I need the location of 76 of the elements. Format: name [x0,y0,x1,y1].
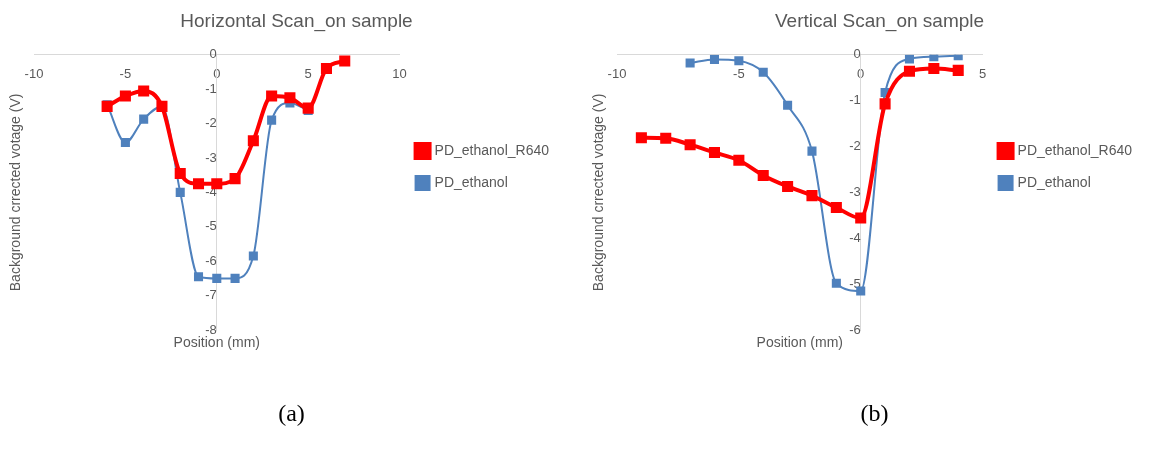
point [734,56,744,66]
point [758,67,768,77]
y-tick-label: 0 [853,46,861,62]
x-tick-label: 10 [392,66,407,82]
point [806,190,818,202]
y-tick-label: 0 [209,46,217,62]
point [320,63,332,75]
point [709,54,720,64]
point [248,251,258,261]
x-tick-label: -5 [119,66,132,82]
point [212,273,222,283]
point [708,146,721,159]
x-axis-title: Position (mm) [756,333,843,350]
point [953,54,963,61]
point [175,187,185,197]
point [174,167,186,180]
legend-label: PD_ethanol_R640 [434,141,550,158]
chart-title: Horizontal Scan_on sample [180,9,413,32]
legend-label: PD_ethanol [1017,173,1091,190]
legend-label: PD_ethanol [434,173,508,190]
point [855,212,867,224]
point [685,58,695,68]
point [193,272,204,282]
point [660,132,672,144]
point [284,92,296,104]
point [830,202,842,214]
point [229,173,241,185]
point [757,169,769,181]
point [807,146,817,156]
x-tick-label: -5 [733,66,745,82]
y-tick-label: -6 [205,252,217,268]
point [267,115,277,125]
text: (a) [277,400,306,427]
point [903,65,915,77]
point [192,178,205,190]
y-tick-label: -1 [849,92,861,108]
point [119,90,131,102]
y-tick-label: -2 [205,115,217,131]
point [247,135,259,147]
point [733,154,745,166]
x-tick-label: 5 [304,66,312,82]
chart-title: Vertical Scan_on sample [774,9,985,32]
legend-label: PD_ethanol_R640 [1017,141,1133,158]
point [904,54,914,64]
point [783,100,793,110]
point [120,137,130,148]
y-axis-title: Background crrected votage (V) [6,93,23,292]
text: (b) [859,400,890,427]
x-tick-label: 5 [978,66,987,82]
point [928,63,940,75]
point [302,102,314,114]
y-axis-title: Background crrected votage (V) [589,93,606,292]
point [929,54,939,62]
point [831,278,841,288]
y-tick-label: -7 [205,287,217,303]
y-tick-label: -3 [849,183,861,199]
point [952,64,964,76]
point [139,114,149,124]
point [230,273,240,283]
point [211,178,223,190]
point [879,98,891,110]
x-tick-label: -10 [24,66,44,82]
point [138,85,150,97]
y-tick-label: -3 [205,149,217,165]
point [856,286,866,296]
x-tick-label: -10 [607,66,627,82]
point [266,90,278,102]
point [635,132,647,144]
y-tick-label: -6 [849,321,861,337]
y-tick-label: -4 [849,229,861,245]
y-tick-label: -2 [849,138,861,154]
point [782,180,794,192]
point [339,55,351,67]
y-tick-label: -1 [205,80,217,96]
point [684,139,696,151]
y-tick-label: -5 [205,218,217,234]
